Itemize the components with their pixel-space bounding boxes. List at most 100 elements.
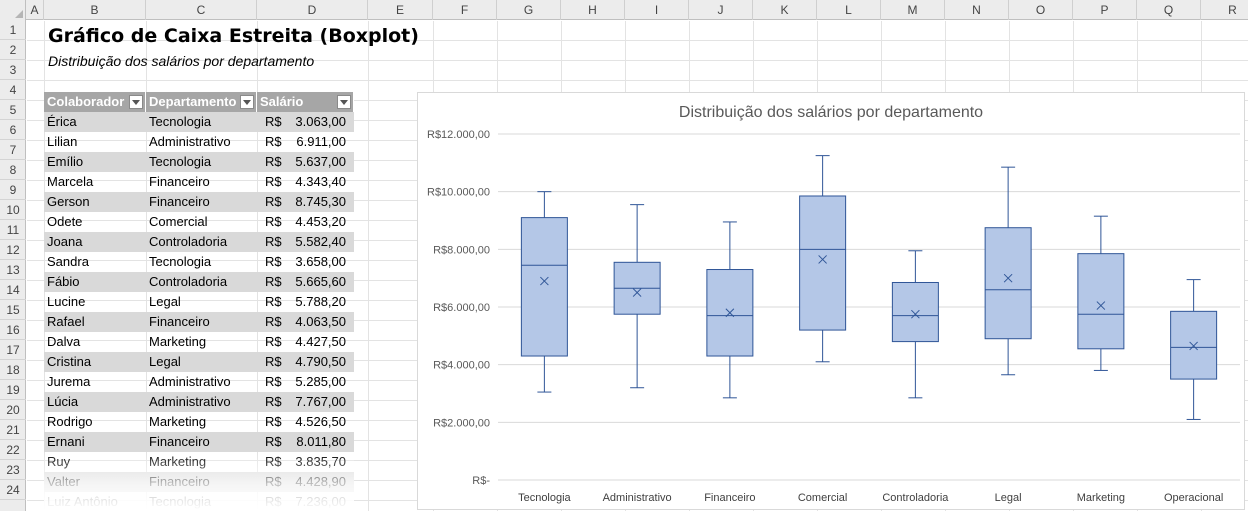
row-header-1[interactable]: 1 — [0, 20, 26, 40]
table-row[interactable]: Emílio Tecnologia R$ 5.637,00 — [44, 152, 354, 172]
cell-salario[interactable]: 4.453,20 — [295, 214, 346, 229]
row-header-13[interactable]: 13 — [0, 260, 26, 280]
cell-salario[interactable]: 5.637,00 — [295, 154, 346, 169]
cell-colaborador[interactable]: Marcela — [47, 174, 94, 189]
cell-colaborador[interactable]: Sandra — [47, 254, 89, 269]
cell-colaborador[interactable]: Rodrigo — [47, 414, 93, 429]
row-header-23[interactable]: 23 — [0, 460, 26, 480]
row-header-7[interactable]: 7 — [0, 140, 26, 160]
table-row[interactable]: Ruy Marketing R$ 3.835,70 — [44, 452, 354, 472]
cell-salario[interactable]: 8.011,80 — [296, 434, 346, 449]
cell-departamento[interactable]: Financeiro — [149, 174, 210, 189]
cell-departamento[interactable]: Legal — [149, 354, 181, 369]
row-header-10[interactable]: 10 — [0, 200, 26, 220]
cell-salario[interactable]: 4.343,40 — [295, 174, 346, 189]
table-row[interactable]: Rafael Financeiro R$ 4.063,50 — [44, 312, 354, 332]
filter-dropdown-icon[interactable] — [129, 95, 143, 109]
table-row[interactable]: Cristina Legal R$ 4.790,50 — [44, 352, 354, 372]
cell-salario[interactable]: 3.658,00 — [295, 254, 346, 269]
cell-departamento[interactable]: Financeiro — [149, 434, 210, 449]
column-header-k[interactable]: K — [753, 0, 817, 20]
cell-colaborador[interactable]: Érica — [47, 114, 77, 129]
row-header-18[interactable]: 18 — [0, 360, 26, 380]
cell-salario[interactable]: 5.582,40 — [295, 234, 346, 249]
table-row[interactable]: Marcela Financeiro R$ 4.343,40 — [44, 172, 354, 192]
cell-departamento[interactable]: Administrativo — [149, 394, 231, 409]
table-row[interactable]: Dalva Marketing R$ 4.427,50 — [44, 332, 354, 352]
cell-salario[interactable]: 4.427,50 — [295, 334, 346, 349]
row-header-3[interactable]: 3 — [0, 60, 26, 80]
column-header-m[interactable]: M — [881, 0, 945, 20]
cell-departamento[interactable]: Financeiro — [149, 474, 210, 489]
cell-departamento[interactable]: Administrativo — [149, 374, 231, 389]
column-header-l[interactable]: L — [817, 0, 881, 20]
column-header-e[interactable]: E — [368, 0, 433, 20]
column-header-h[interactable]: H — [561, 0, 625, 20]
cell-salario[interactable]: 4.063,50 — [295, 314, 346, 329]
cell-salario[interactable]: 4.526,50 — [295, 414, 346, 429]
row-header-4[interactable]: 4 — [0, 80, 26, 100]
cell-colaborador[interactable]: Odete — [47, 214, 83, 229]
column-header-c[interactable]: C — [146, 0, 257, 20]
table-row[interactable]: Jurema Administrativo R$ 5.285,00 — [44, 372, 354, 392]
cell-departamento[interactable]: Controladoria — [149, 234, 228, 249]
row-header-11[interactable]: 11 — [0, 220, 26, 240]
cell-colaborador[interactable]: Lilian — [47, 134, 78, 149]
cell-departamento[interactable]: Tecnologia — [149, 254, 212, 269]
table-row[interactable]: Odete Comercial R$ 4.453,20 — [44, 212, 354, 232]
cell-colaborador[interactable]: Gerson — [47, 194, 90, 209]
cell-salario[interactable]: 6.911,00 — [296, 134, 346, 149]
cell-colaborador[interactable]: Rafael — [47, 314, 85, 329]
table-row[interactable]: Luiz Antônio Tecnologia R$ 7.236,00 — [44, 492, 354, 511]
column-header-b[interactable]: B — [44, 0, 146, 20]
column-header-a[interactable]: A — [26, 0, 44, 20]
cell-departamento[interactable]: Financeiro — [149, 314, 210, 329]
column-header-j[interactable]: J — [689, 0, 753, 20]
cell-departamento[interactable]: Administrativo — [149, 134, 231, 149]
row-header-19[interactable]: 19 — [0, 380, 26, 400]
row-header-14[interactable]: 14 — [0, 280, 26, 300]
cell-salario[interactable]: 7.767,00 — [295, 394, 346, 409]
row-header-16[interactable]: 16 — [0, 320, 26, 340]
cell-salario[interactable]: 3.835,70 — [295, 454, 346, 469]
table-row[interactable]: Lilian Administrativo R$ 6.911,00 — [44, 132, 354, 152]
cell-salario[interactable]: 3.063,00 — [295, 114, 346, 129]
column-header-o[interactable]: O — [1009, 0, 1073, 20]
filter-dropdown-icon[interactable] — [337, 95, 351, 109]
table-row[interactable]: Valter Financeiro R$ 4.428,90 — [44, 472, 354, 492]
cell-colaborador[interactable]: Emílio — [47, 154, 84, 169]
table-row[interactable]: Lúcia Administrativo R$ 7.767,00 — [44, 392, 354, 412]
cell-departamento[interactable]: Legal — [149, 294, 181, 309]
cell-departamento[interactable]: Marketing — [149, 454, 207, 469]
table-header-cell[interactable]: Departamento — [146, 92, 257, 112]
column-header-d[interactable]: D — [257, 0, 368, 20]
cell-salario[interactable]: 5.285,00 — [295, 374, 346, 389]
cell-colaborador[interactable]: Dalva — [47, 334, 81, 349]
cell-colaborador[interactable]: Ernani — [47, 434, 85, 449]
cell-salario[interactable]: 7.236,00 — [295, 494, 346, 509]
row-header-6[interactable]: 6 — [0, 120, 26, 140]
table-row[interactable]: Fábio Controladoria R$ 5.665,60 — [44, 272, 354, 292]
table-header-cell[interactable]: Colaborador — [44, 92, 146, 112]
cell-colaborador[interactable]: Lúcia — [47, 394, 79, 409]
column-header-p[interactable]: P — [1073, 0, 1137, 20]
cell-departamento[interactable]: Tecnologia — [149, 154, 212, 169]
row-header-24[interactable]: 24 — [0, 480, 26, 500]
table-row[interactable]: Lucine Legal R$ 5.788,20 — [44, 292, 354, 312]
column-header-n[interactable]: N — [945, 0, 1009, 20]
cell-departamento[interactable]: Marketing — [149, 414, 207, 429]
cell-colaborador[interactable]: Joana — [47, 234, 83, 249]
cell-colaborador[interactable]: Ruy — [47, 454, 71, 469]
select-all-corner[interactable] — [0, 0, 26, 20]
cell-salario[interactable]: 4.428,90 — [295, 474, 346, 489]
table-row[interactable]: Ernani Financeiro R$ 8.011,80 — [44, 432, 354, 452]
row-header-17[interactable]: 17 — [0, 340, 26, 360]
table-row[interactable]: Gerson Financeiro R$ 8.745,30 — [44, 192, 354, 212]
column-header-g[interactable]: G — [497, 0, 561, 20]
row-header-2[interactable]: 2 — [0, 40, 26, 60]
table-row[interactable]: Rodrigo Marketing R$ 4.526,50 — [44, 412, 354, 432]
cell-salario[interactable]: 4.790,50 — [295, 354, 346, 369]
row-header-15[interactable]: 15 — [0, 300, 26, 320]
cell-colaborador[interactable]: Cristina — [47, 354, 92, 369]
table-header-cell[interactable]: Salário — [257, 92, 354, 112]
